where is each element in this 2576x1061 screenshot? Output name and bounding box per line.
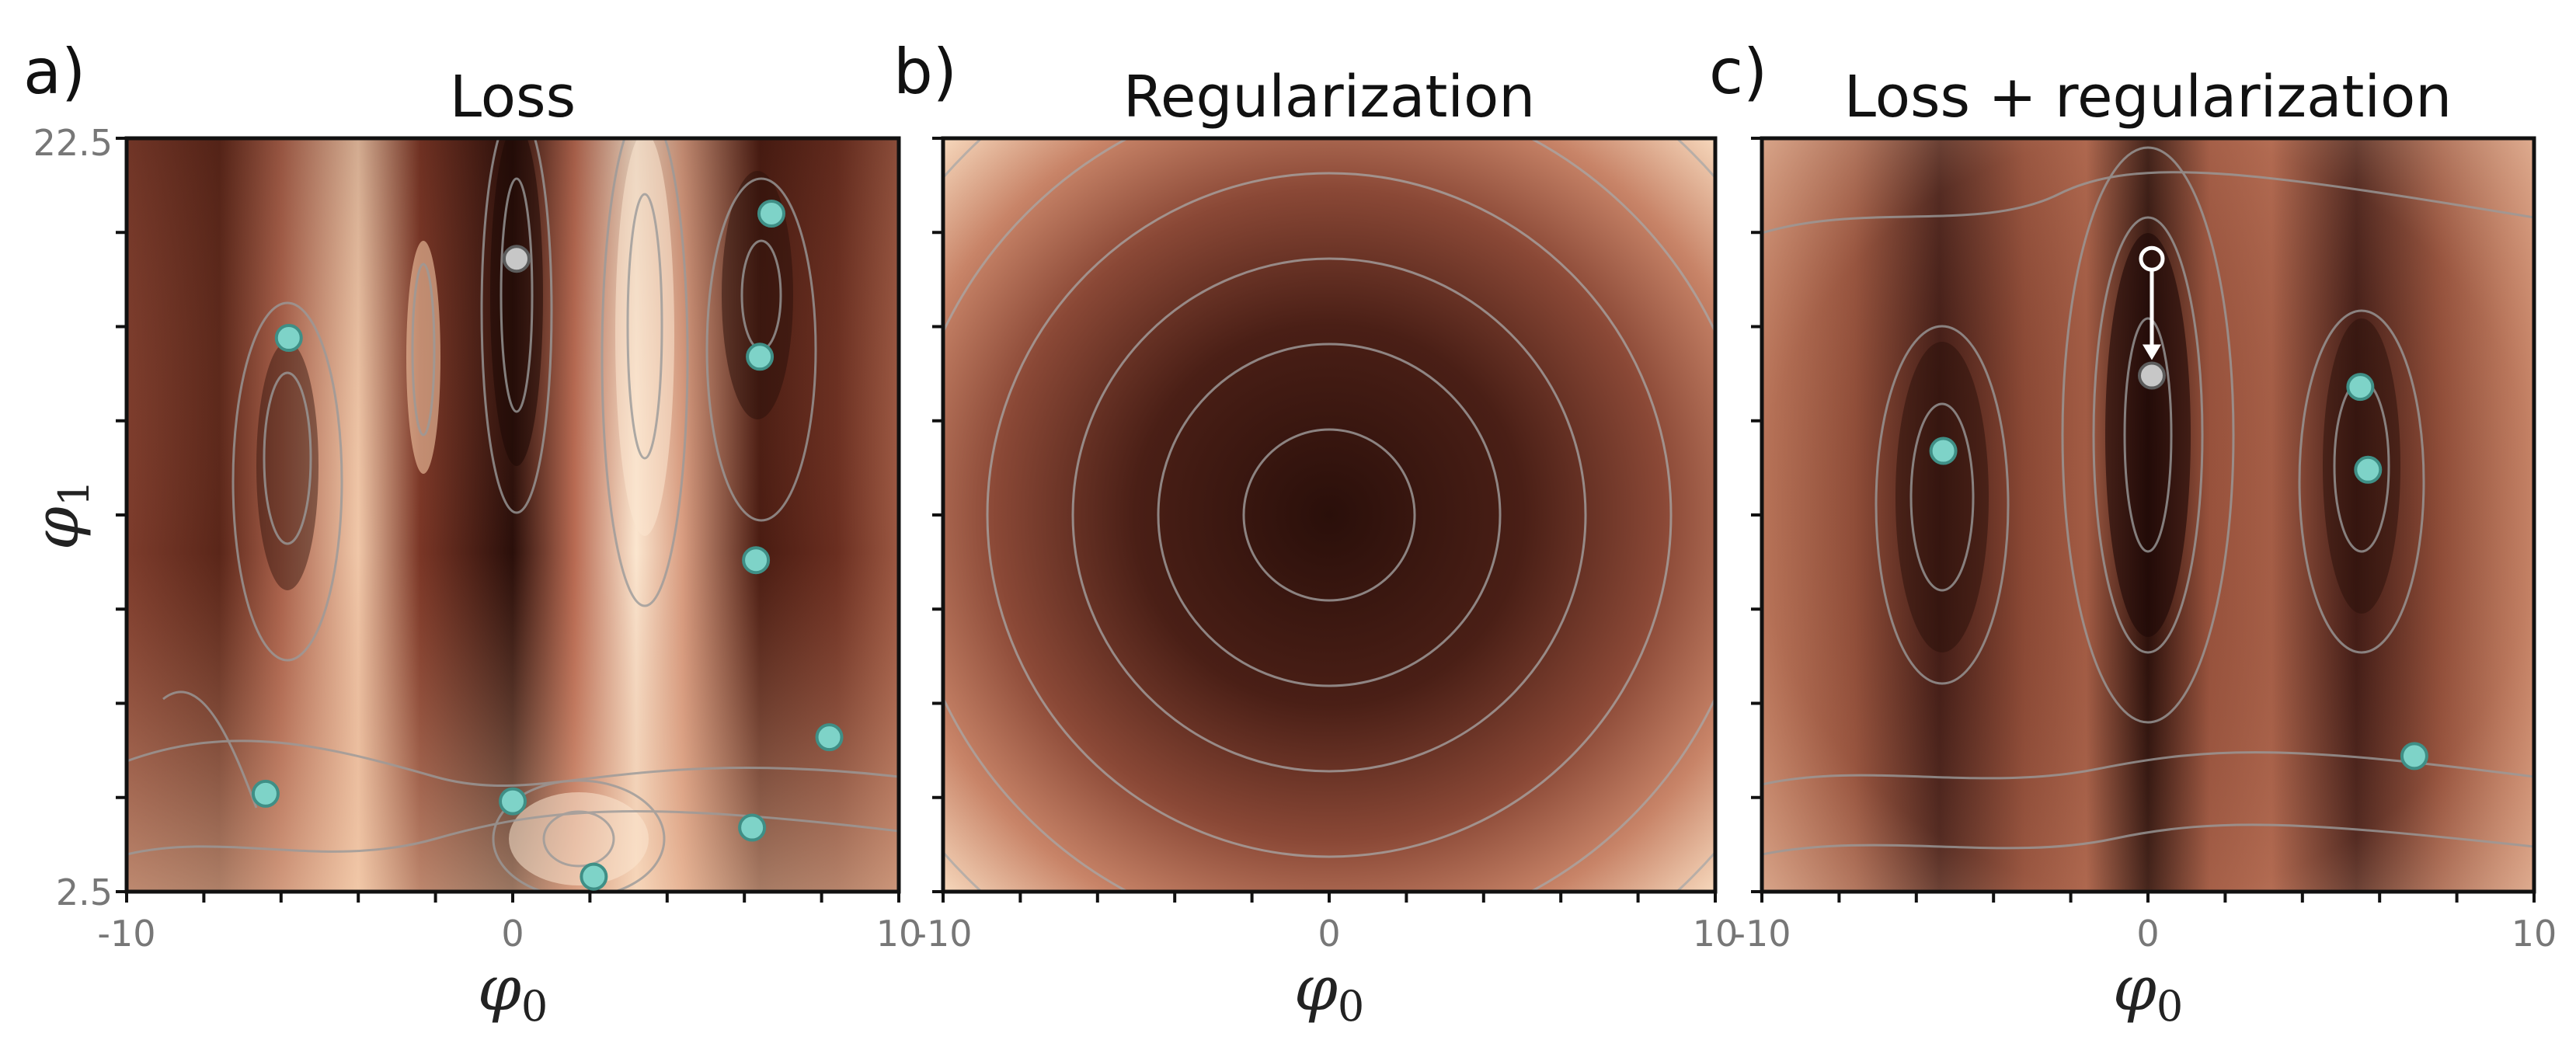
panel-b-heatmap [943, 138, 1715, 892]
panel-b-contours [943, 138, 1715, 892]
local-minimum-marker [742, 546, 771, 575]
regularization-contour [1242, 428, 1416, 602]
panel-a-ytick-bottom: 2.5 [56, 871, 113, 913]
panel-c-xtick-left: -10 [1732, 913, 1791, 955]
panel-c-title: Loss + regularization [1844, 64, 2452, 130]
regularization-contour [1071, 257, 1587, 773]
panel-b-xlabel: φ0 [1294, 952, 1364, 1031]
local-minimum-marker [499, 787, 527, 816]
panel-b: b) Regularization -10 0 10 φ0 [893, 36, 1739, 1031]
panel-c-markers [1929, 361, 2428, 771]
panel-c-xtick-right: 10 [2512, 913, 2557, 955]
global-minimum-marker [502, 245, 531, 273]
shift-arrow-head [2142, 344, 2161, 360]
regularization-contour [986, 172, 1673, 858]
panel-c-shift-arrow [2139, 245, 2165, 360]
panel-b-title: Regularization [1123, 64, 1535, 130]
panel-b-xtick-left: -10 [914, 913, 972, 955]
panel-a-title: Loss [450, 64, 576, 130]
panel-c: c) Loss + regularization -10 [1709, 36, 2557, 1031]
panel-c-xtick-mid: 0 [2136, 913, 2159, 955]
panel-a-ticks [116, 137, 900, 903]
panel-c-heatmap [1762, 138, 2534, 892]
previous-minimum-marker [2139, 245, 2165, 272]
local-minimum-marker [1929, 437, 1958, 465]
panel-c-letter: c) [1709, 36, 1767, 108]
panel-c-xlabel: φ0 [2113, 952, 2183, 1031]
panel-a-ytick-top: 22.5 [33, 122, 113, 164]
local-minimum-marker [738, 813, 767, 842]
panel-a-xtick-left: -10 [97, 913, 155, 955]
panel-a-xlabel: φ0 [478, 952, 548, 1031]
local-minimum-marker [251, 779, 280, 808]
panel-a-markers [251, 200, 844, 891]
panel-a-ylabel: φ1 [20, 480, 99, 550]
panel-b-xtick-right: 10 [1693, 913, 1739, 955]
panel-a-xtick-mid: 0 [501, 913, 524, 955]
panel-a-letter: a) [23, 36, 85, 108]
local-minimum-marker [2354, 455, 2383, 484]
local-minimum-marker [757, 200, 785, 228]
local-minimum-marker [580, 862, 608, 891]
panel-c-ticks [1751, 137, 2536, 903]
local-minimum-marker [815, 723, 844, 752]
local-minimum-marker [2400, 742, 2428, 771]
regularization-contour [1157, 343, 1502, 687]
local-minimum-marker [274, 324, 303, 353]
local-minimum-marker [2346, 373, 2375, 402]
global-minimum-marker [2137, 361, 2166, 390]
panel-b-ticks [932, 137, 1717, 903]
panel-b-xtick-mid: 0 [1318, 913, 1340, 955]
panel-a-xtick-right: 10 [876, 913, 922, 955]
panel-a: a) Loss [20, 36, 921, 1031]
panel-b-letter: b) [893, 36, 957, 108]
panel-a-heatmap [127, 138, 899, 892]
local-minimum-marker [746, 343, 775, 371]
